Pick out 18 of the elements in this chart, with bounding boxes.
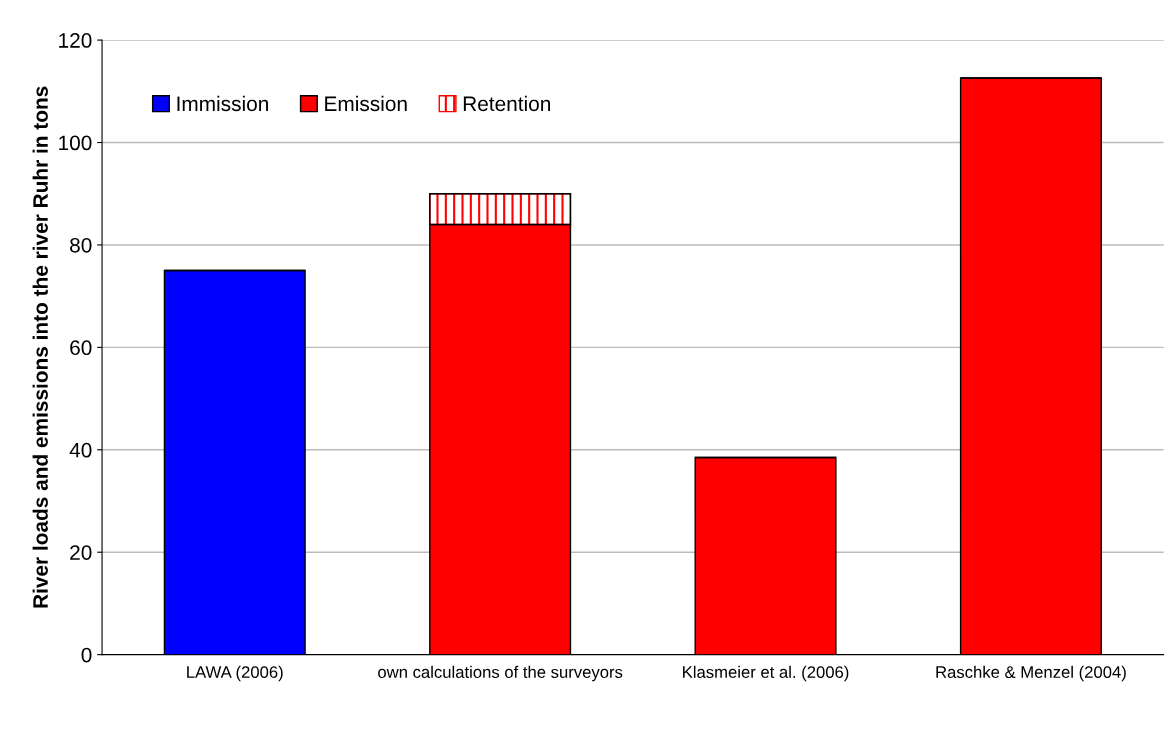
y-axis-title: River loads and emissions into the river Ruhr in tons xyxy=(32,86,48,608)
y-tick-label: 20 xyxy=(70,545,92,560)
x-tick-label: Klasmeier et al. (2006) xyxy=(683,665,849,682)
y-tick-label: 0 xyxy=(81,647,92,663)
bar xyxy=(163,269,306,655)
y-tick-label: 100 xyxy=(59,135,92,151)
bar xyxy=(694,456,837,655)
x-tick-label: LAWA (2006) xyxy=(187,665,283,682)
x-tick-label: Raschke & Menzel (2004) xyxy=(936,665,1126,682)
y-tick-label: 60 xyxy=(70,340,92,356)
y-tick-label: 80 xyxy=(70,237,92,253)
legend-label: Retention xyxy=(463,95,550,112)
y-tick-label: 40 xyxy=(69,442,92,458)
y-tick-label: 120 xyxy=(59,33,92,48)
legend-label: Emission xyxy=(325,95,407,112)
legend-label: Immission xyxy=(177,95,268,112)
bar xyxy=(959,77,1102,655)
x-tick-label: own calculations of the surveyors xyxy=(378,665,623,682)
